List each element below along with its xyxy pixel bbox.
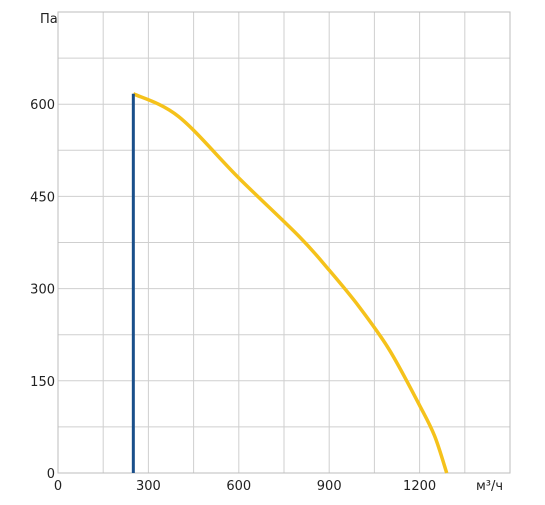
- x-tick-label: 0: [54, 479, 62, 494]
- y-axis-unit: Па: [40, 12, 58, 27]
- series-group: [131, 92, 449, 474]
- plot-frame: [57, 11, 511, 474]
- x-tick-label: 900: [317, 479, 342, 494]
- y-tick-label: 150: [30, 375, 55, 390]
- y-tick-label: 450: [30, 190, 55, 205]
- y-tick-label: 0: [47, 467, 55, 482]
- grid: [58, 12, 510, 473]
- performance-curve: [132, 92, 449, 474]
- x-tick-label: 300: [136, 479, 161, 494]
- y-tick-label: 300: [30, 283, 55, 298]
- y-tick-label: 600: [30, 98, 55, 113]
- x-tick-label: 1200: [403, 479, 436, 494]
- tick-labels: 0 300 600 900 1200 0 150 300 450 600: [30, 98, 436, 494]
- x-tick-label: 600: [226, 479, 251, 494]
- x-axis-unit: м³/ч: [476, 479, 503, 494]
